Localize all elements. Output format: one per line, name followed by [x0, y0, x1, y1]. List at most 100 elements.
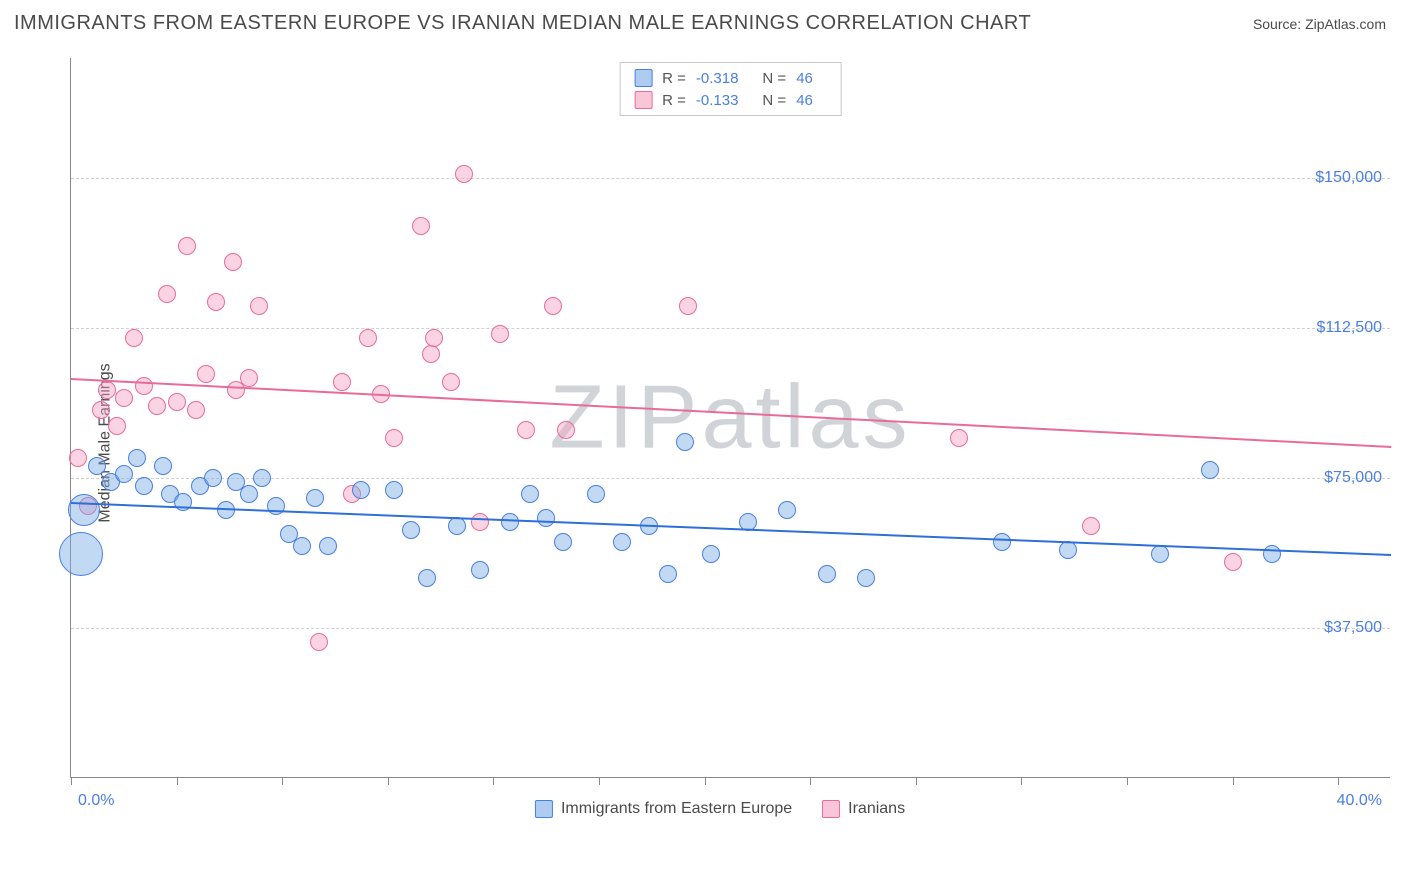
- y-tick-label: $112,500: [1316, 319, 1382, 337]
- data-point: [385, 481, 403, 499]
- data-point: [88, 457, 106, 475]
- legend-series-label: Immigrants from Eastern Europe: [561, 800, 792, 818]
- y-tick-label: $75,000: [1324, 469, 1382, 487]
- gridline: [71, 628, 1390, 629]
- legend-swatch: [535, 800, 553, 818]
- legend-r-value: -0.318: [696, 70, 739, 87]
- data-point: [168, 393, 186, 411]
- data-point: [1201, 461, 1219, 479]
- gridline: [71, 178, 1390, 179]
- data-point: [778, 501, 796, 519]
- trend-line: [71, 502, 1391, 556]
- gridline: [71, 328, 1390, 329]
- data-point: [521, 485, 539, 503]
- x-tick: [810, 777, 811, 785]
- data-point: [128, 449, 146, 467]
- data-point: [135, 377, 153, 395]
- data-point: [68, 494, 100, 526]
- legend-n-value: 46: [796, 92, 813, 109]
- x-tick: [1127, 777, 1128, 785]
- chart-area: Median Male Earnings ZIPatlas $37,500$75…: [50, 58, 1390, 828]
- legend-r-label: R =: [662, 70, 686, 87]
- legend-swatch: [634, 91, 652, 109]
- legend-swatch: [634, 69, 652, 87]
- data-point: [359, 329, 377, 347]
- data-point: [501, 513, 519, 531]
- data-point: [422, 345, 440, 363]
- data-point: [1224, 553, 1242, 571]
- data-point: [702, 545, 720, 563]
- data-point: [59, 532, 103, 576]
- data-point: [425, 329, 443, 347]
- legend-correlation: R = -0.318 N = 46 R = -0.133 N = 46: [619, 62, 842, 116]
- legend-row: R = -0.318 N = 46: [634, 67, 827, 89]
- x-tick: [1233, 777, 1234, 785]
- data-point: [187, 401, 205, 419]
- legend-n-value: 46: [796, 70, 813, 87]
- x-tick: [177, 777, 178, 785]
- data-point: [818, 565, 836, 583]
- data-point: [385, 429, 403, 447]
- data-point: [250, 297, 268, 315]
- data-point: [178, 237, 196, 255]
- legend-n-label: N =: [762, 92, 786, 109]
- data-point: [993, 533, 1011, 551]
- data-point: [950, 429, 968, 447]
- plot-region: ZIPatlas $37,500$75,000$112,500$150,000R…: [70, 58, 1390, 778]
- data-point: [352, 481, 370, 499]
- x-tick: [916, 777, 917, 785]
- x-tick: [1338, 777, 1339, 785]
- data-point: [517, 421, 535, 439]
- chart-source: Source: ZipAtlas.com: [1253, 16, 1386, 32]
- data-point: [240, 485, 258, 503]
- x-axis-max-label: 40.0%: [1337, 792, 1382, 810]
- data-point: [1151, 545, 1169, 563]
- data-point: [240, 369, 258, 387]
- data-point: [471, 561, 489, 579]
- data-point: [310, 633, 328, 651]
- x-tick: [705, 777, 706, 785]
- x-tick: [71, 777, 72, 785]
- data-point: [412, 217, 430, 235]
- x-tick: [1021, 777, 1022, 785]
- x-tick: [282, 777, 283, 785]
- x-axis-min-label: 0.0%: [78, 792, 114, 810]
- data-point: [557, 421, 575, 439]
- data-point: [293, 537, 311, 555]
- data-point: [204, 469, 222, 487]
- data-point: [115, 465, 133, 483]
- data-point: [537, 509, 555, 527]
- data-point: [108, 417, 126, 435]
- data-point: [333, 373, 351, 391]
- trend-line: [71, 378, 1391, 448]
- data-point: [224, 253, 242, 271]
- data-point: [197, 365, 215, 383]
- data-point: [158, 285, 176, 303]
- data-point: [207, 293, 225, 311]
- legend-series-item: Iranians: [822, 800, 905, 818]
- data-point: [613, 533, 631, 551]
- data-point: [418, 569, 436, 587]
- data-point: [402, 521, 420, 539]
- data-point: [455, 165, 473, 183]
- chart-header: IMMIGRANTS FROM EASTERN EUROPE VS IRANIA…: [0, 0, 1406, 43]
- data-point: [857, 569, 875, 587]
- data-point: [148, 397, 166, 415]
- watermark: ZIPatlas: [549, 366, 911, 469]
- data-point: [471, 513, 489, 531]
- data-point: [135, 477, 153, 495]
- data-point: [115, 389, 133, 407]
- data-point: [154, 457, 172, 475]
- data-point: [98, 381, 116, 399]
- data-point: [554, 533, 572, 551]
- y-tick-label: $37,500: [1324, 619, 1382, 637]
- data-point: [1263, 545, 1281, 563]
- legend-n-label: N =: [762, 70, 786, 87]
- data-point: [587, 485, 605, 503]
- legend-r-label: R =: [662, 92, 686, 109]
- legend-series-label: Iranians: [848, 800, 905, 818]
- legend-swatch: [822, 800, 840, 818]
- data-point: [92, 401, 110, 419]
- data-point: [491, 325, 509, 343]
- legend-r-value: -0.133: [696, 92, 739, 109]
